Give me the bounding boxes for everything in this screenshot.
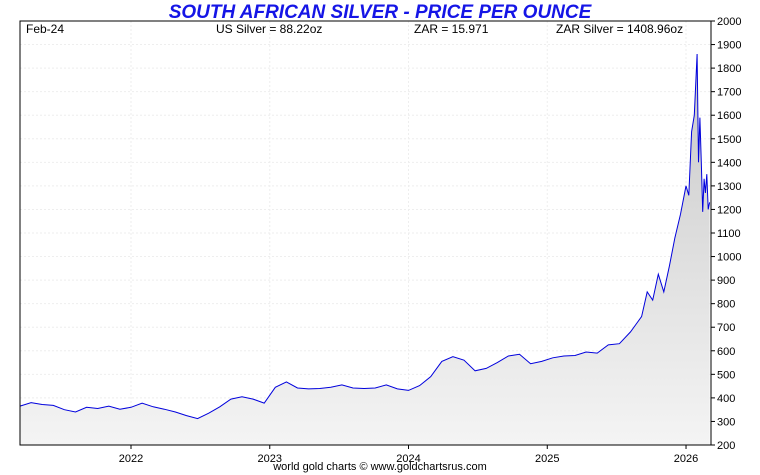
x-tick-label: 2025 — [535, 453, 559, 465]
y-tick-label: 800 — [717, 299, 735, 311]
price-area — [20, 54, 710, 445]
y-tick-label: 1800 — [717, 63, 741, 75]
y-tick-label: 300 — [717, 416, 735, 428]
header-us-silver: US Silver = 88.22oz — [216, 22, 323, 36]
y-tick-label: 1700 — [717, 87, 741, 99]
plot-frame — [19, 20, 712, 446]
y-tick-label: 1900 — [717, 40, 741, 52]
y-tick-label: 1400 — [717, 157, 741, 169]
y-tick-label: 700 — [717, 322, 735, 334]
header-date: Feb-24 — [26, 22, 65, 36]
y-tick-label: 1500 — [717, 134, 741, 146]
header-zar-silver: ZAR Silver = 1408.96oz — [556, 22, 684, 36]
y-tick-label: 500 — [717, 369, 735, 381]
x-axis: 2022 2023 2024 2025 2026 — [119, 445, 698, 465]
x-tick-label: 2024 — [396, 453, 420, 465]
price-line — [19, 53, 711, 420]
x-tick-label: 2022 — [119, 453, 143, 465]
y-tick-label: 1300 — [717, 181, 741, 193]
y-tick-label: 600 — [717, 346, 735, 358]
x-tick-label: 2026 — [674, 453, 698, 465]
y-tick-label: 200 — [717, 440, 735, 452]
y-axis: 200 300 400 500 600 700 800 900 1000 1100 1200 1300… — [711, 16, 741, 452]
header-zar: ZAR = 15.971 — [414, 22, 489, 36]
y-tick-label: 1100 — [717, 228, 741, 240]
y-tick-label: 2000 — [717, 16, 741, 28]
y-tick-label: 1000 — [717, 252, 741, 264]
y-tick-label: 400 — [717, 393, 735, 405]
footer-credit: world gold charts © www.goldchartsrus.co… — [273, 461, 487, 473]
x-tick-label: 2023 — [258, 453, 282, 465]
y-tick-label: 900 — [717, 275, 735, 287]
y-tick-label: 1600 — [717, 110, 741, 122]
y-tick-label: 1200 — [717, 204, 741, 216]
chart-title: SOUTH AFRICAN SILVER - PRICE PER OUNCE — [168, 2, 592, 23]
